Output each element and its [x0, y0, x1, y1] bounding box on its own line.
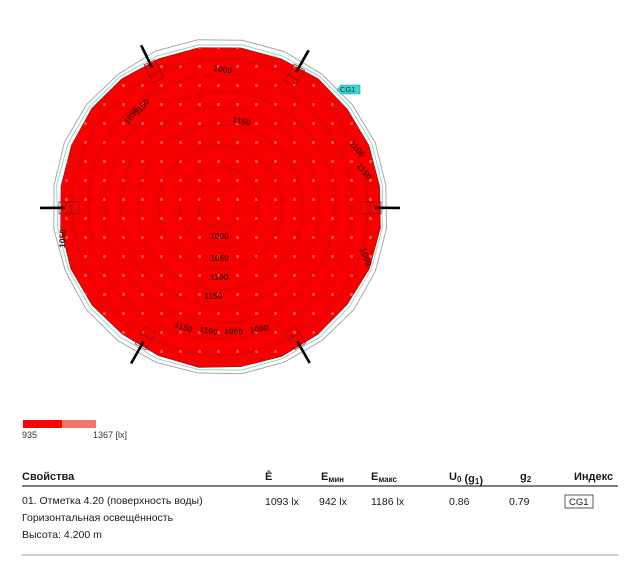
svg-text:01. Отметка 4.20 (поверхность: 01. Отметка 4.20 (поверхность воды)	[22, 495, 203, 507]
svg-text:Свойства: Свойства	[22, 471, 75, 483]
svg-text:0.86: 0.86	[449, 496, 470, 508]
svg-text:Горизонтальная освещённость: Горизонтальная освещённость	[22, 512, 174, 524]
svg-text:CG1: CG1	[569, 497, 589, 508]
svg-text:1093 lx: 1093 lx	[265, 496, 300, 508]
svg-text:1367 [lx]: 1367 [lx]	[93, 430, 127, 440]
svg-text:0.79: 0.79	[509, 496, 530, 508]
svg-text:Eмин: Eмин	[321, 471, 344, 484]
svg-text:935: 935	[22, 430, 37, 440]
svg-text:g2: g2	[520, 471, 532, 484]
svg-text:Индекс: Индекс	[574, 471, 613, 483]
svg-text:Eмакс: Eмакс	[371, 471, 398, 484]
svg-text:1186 lx: 1186 lx	[371, 496, 405, 508]
svg-text:Ē: Ē	[265, 471, 272, 483]
svg-text:U0 (g1): U0 (g1)	[449, 471, 483, 487]
svg-text:942 lx: 942 lx	[319, 496, 348, 508]
svg-text:1100: 1100	[210, 272, 229, 282]
svg-text:CG1: CG1	[340, 85, 355, 94]
svg-text:1050: 1050	[224, 326, 244, 337]
svg-text:1050: 1050	[210, 253, 229, 263]
svg-text:1150: 1150	[204, 291, 223, 301]
svg-text:1000: 1000	[210, 231, 229, 241]
svg-text:1050: 1050	[57, 229, 68, 249]
svg-text:Высота: 4.200 m: Высота: 4.200 m	[22, 529, 102, 541]
